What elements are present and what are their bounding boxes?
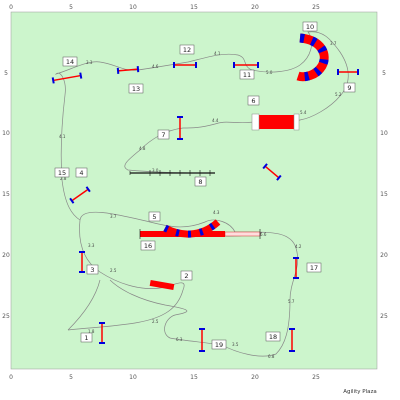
distance-label: 5.0 [266,70,273,75]
distance-markers: 1.8 2.5 2.5 3.3 3.7 2.8 4.1 3.3 4.6 4.1 … [59,41,342,359]
y-tick-left: 20 [2,252,10,259]
obstacle-number: 1 [84,334,88,342]
y-tick-right: 20 [380,252,388,259]
distance-label: 6.8 [268,354,275,359]
distance-label: 3.5 [232,342,239,347]
y-tick-right: 25 [380,313,388,320]
y-tick-left: 15 [2,191,10,198]
obstacle-number: 12 [183,46,191,54]
obstacle-number: 6 [251,97,255,105]
x-tick-bottom: 10 [129,374,137,381]
y-tick-right: 5 [382,70,386,77]
obstacle-number: 10 [306,23,314,31]
x-tick-top: 20 [251,4,259,11]
curved-tunnel-obstacle [163,219,221,238]
distance-label: 4.6 [152,64,159,69]
dog-walk-obstacle [129,170,215,176]
y-tick-left: 25 [2,313,10,320]
x-tick-bottom: 5 [69,374,73,381]
jump-obstacles [51,62,359,352]
distance-label: 4.2 [295,244,302,249]
distance-label: 3.7 [330,41,337,46]
x-tick-top: 0 [9,4,13,11]
x-tick-bottom: 0 [9,374,13,381]
obstacle-number: 11 [243,71,251,79]
curved-tunnel-obstacle [296,33,329,82]
y-tick-left: 10 [2,130,10,137]
distance-label: 2.5 [110,268,117,273]
obstacle-number: 13 [132,85,140,93]
obstacle-number: 14 [66,58,74,66]
obstacle-number: 7 [161,131,165,139]
obstacle-number: 4 [79,169,83,177]
x-tick-top: 25 [312,4,320,11]
x-tick-bottom: 25 [312,374,320,381]
distance-label: 4.3 [213,210,220,215]
obstacle-number: 2 [184,272,188,280]
tunnel-obstacle [251,113,300,131]
distance-label: 6.3 [176,337,183,342]
distance-label: 3.3 [86,60,93,65]
distance-label: 4.1 [59,134,66,139]
y-tick-right: 10 [380,130,388,137]
y-tick-right: 15 [380,191,388,198]
distance-label: 3.0 [152,168,159,173]
axis-ticks: 0 5 10 15 20 25 0 5 10 15 20 25 5 10 15 … [2,4,388,381]
short-tunnel-obstacle [149,279,175,291]
distance-label: 2.8 [60,176,67,181]
obstacle-number: 3 [90,266,94,274]
obstacle-number: 16 [144,242,152,250]
x-tick-top: 10 [129,4,137,11]
distance-label: 3.3 [88,243,95,248]
distance-label: 1.8 [88,329,95,334]
course-path [67,211,298,357]
distance-label: 5.2 [335,92,342,97]
x-tick-bottom: 20 [251,374,259,381]
obstacle-numbers: 1 2 3 4 5 6 7 8 9 10 11 12 13 14 15 16 1 [54,21,356,350]
distance-label: 6.6 [260,232,267,237]
brand-label: Agility Plaza [343,389,376,395]
distance-label: 5.4 [300,110,307,115]
distance-label: 3.7 [110,214,117,219]
obstacle-number: 17 [310,264,318,272]
distance-label: 4.4 [212,118,219,123]
y-tick-left: 5 [4,70,8,77]
obstacle-number: 18 [269,333,277,341]
distance-label: 4.8 [139,146,146,151]
distance-label: 2.5 [152,319,159,324]
obstacle-number: 8 [198,178,202,186]
obstacle-number: 15 [58,169,66,177]
distance-label: 4.1 [214,51,221,56]
obstacle-number: 19 [215,341,223,349]
obstacle-number: 9 [347,84,351,92]
x-tick-top: 15 [190,4,198,11]
x-tick-bottom: 15 [190,374,198,381]
x-tick-top: 5 [69,4,73,11]
distance-label: 5.7 [288,299,295,304]
obstacle-number: 5 [152,213,156,221]
